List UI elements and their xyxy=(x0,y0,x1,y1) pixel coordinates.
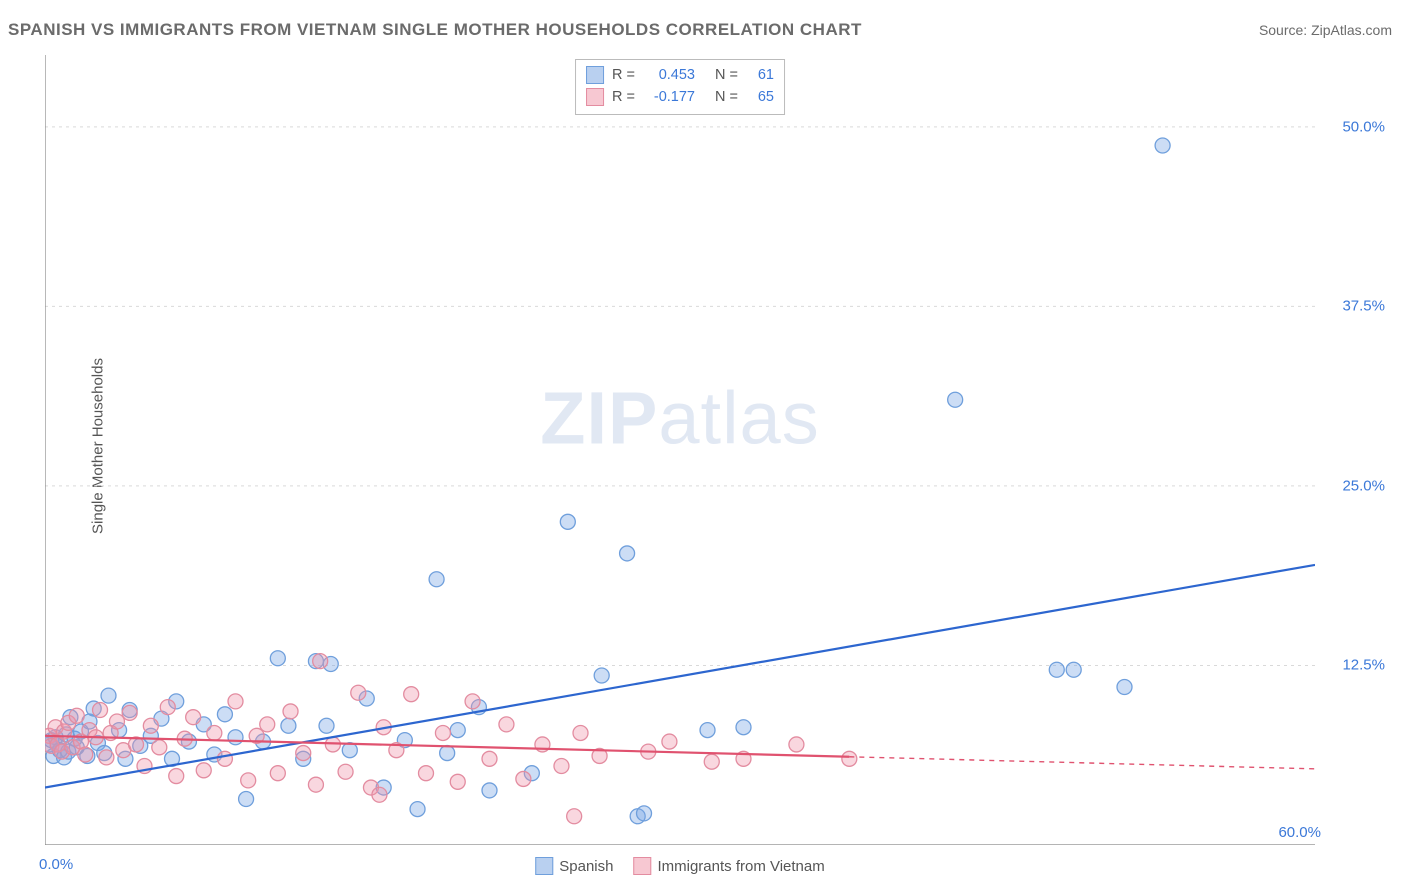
legend-series-swatch-1 xyxy=(633,857,651,875)
legend-series-label-0: Spanish xyxy=(559,858,613,875)
plot-area: ZIPatlas R = 0.453 N = 61 R = -0.177 N =… xyxy=(45,55,1315,845)
chart-title: SPANISH VS IMMIGRANTS FROM VIETNAM SINGL… xyxy=(8,20,862,40)
n-value-0: 61 xyxy=(746,64,774,86)
r-value-0: 0.453 xyxy=(643,64,695,86)
legend-series-label-1: Immigrants from Vietnam xyxy=(657,858,824,875)
r-label-1: R = xyxy=(612,86,635,108)
x-axis-origin-label: 0.0% xyxy=(39,856,73,873)
legend-series-box: Spanish Immigrants from Vietnam xyxy=(535,857,825,875)
legend-swatch-0 xyxy=(586,66,604,84)
r-value-1: -0.177 xyxy=(643,86,695,108)
r-label-0: R = xyxy=(612,64,635,86)
y-tick-label: 37.5% xyxy=(1342,298,1385,315)
legend-series-item-0: Spanish xyxy=(535,857,613,875)
y-tick-label: 12.5% xyxy=(1342,657,1385,674)
y-tick-label: 25.0% xyxy=(1342,477,1385,494)
scatter-plot-svg xyxy=(45,55,1315,845)
n-label-0: N = xyxy=(715,64,738,86)
y-tick-label: 50.0% xyxy=(1342,118,1385,135)
legend-series-swatch-0 xyxy=(535,857,553,875)
n-value-1: 65 xyxy=(746,86,774,108)
legend-stats-row-1: R = -0.177 N = 65 xyxy=(586,86,774,108)
legend-series-item-1: Immigrants from Vietnam xyxy=(633,857,824,875)
chart-container: SPANISH VS IMMIGRANTS FROM VIETNAM SINGL… xyxy=(0,0,1406,892)
legend-stats-row-0: R = 0.453 N = 61 xyxy=(586,64,774,86)
legend-swatch-1 xyxy=(586,88,604,106)
source-value: ZipAtlas.com xyxy=(1311,22,1392,38)
n-label-1: N = xyxy=(715,86,738,108)
source-attribution: Source: ZipAtlas.com xyxy=(1259,22,1392,38)
legend-stats-box: R = 0.453 N = 61 R = -0.177 N = 65 xyxy=(575,59,785,115)
x-axis-max-label: 60.0% xyxy=(1278,824,1321,841)
source-label: Source: xyxy=(1259,22,1307,38)
